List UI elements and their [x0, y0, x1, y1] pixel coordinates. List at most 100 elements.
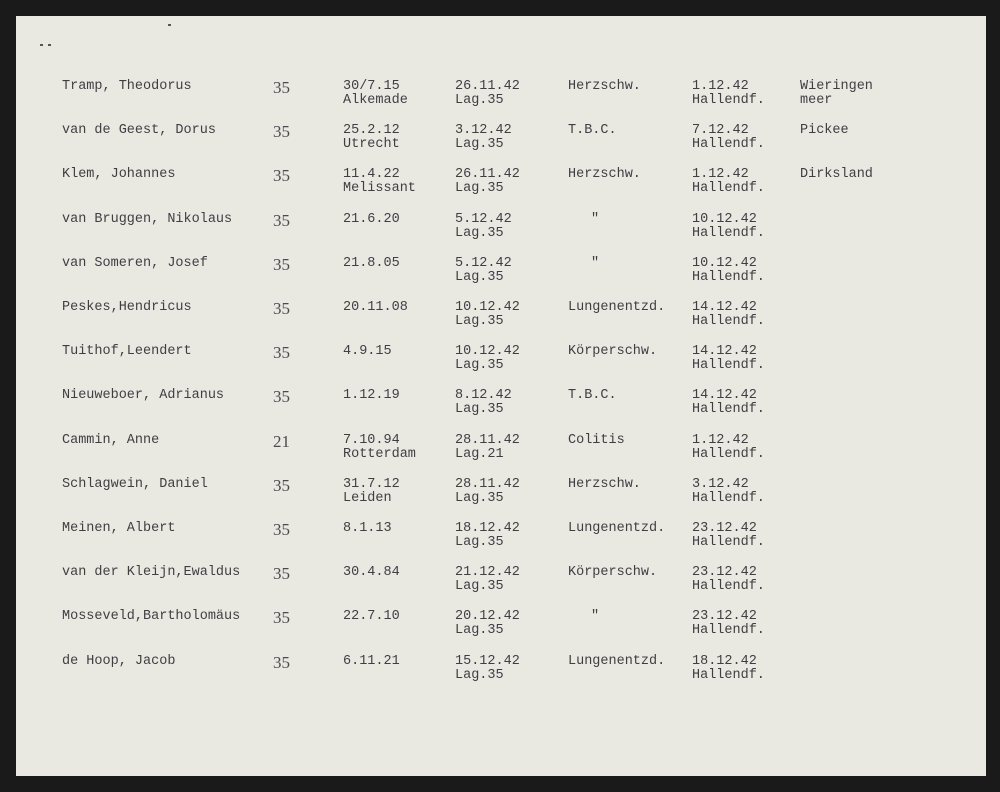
name: Klem, Johannes	[62, 167, 176, 183]
record-row: Meinen, Albert 35 8.1.13 18.12.42 Lag.35 Lung…	[16, 520, 986, 566]
cell-age: 35	[273, 475, 290, 495]
cell-admitted: 8.12.42 Lag.35	[455, 389, 512, 417]
cell-name: Nieuweboer, Adrianus	[62, 389, 224, 403]
cell-died: 23.12.42 Hallendf.	[692, 610, 765, 638]
cell-born: 21.8.05	[343, 256, 400, 271]
born: 11.4.22	[343, 167, 400, 183]
born-place: Melissant	[343, 181, 416, 197]
admitted: 28.11.42	[455, 432, 520, 448]
record-row: Tramp, Theodorus 35 30/7.15 Alkemade 26.11.4…	[16, 79, 986, 124]
record-row: Cammin, Anne 21 7.10.94 Rotterdam 28.11.42 La…	[16, 431, 986, 478]
died-place: Hallendf.	[692, 358, 765, 374]
cause: Lungenentzd.	[568, 653, 666, 669]
died: 1.12.42	[692, 432, 749, 448]
age: 21	[273, 431, 290, 451]
born: 7.10.94	[343, 432, 400, 448]
cell-admitted: 15.12.42 Lag.35	[455, 654, 520, 683]
born: 30/7.15	[343, 79, 400, 94]
record-row: van de Geest, Dorus 35 25.2.12 Utrecht 3.12.…	[16, 123, 986, 168]
admitted: 18.12.42	[455, 521, 520, 536]
name: Tuithof,Leendert	[62, 344, 192, 360]
camp: Lag.35	[455, 225, 504, 241]
camp: Lag.35	[455, 314, 504, 329]
age: 35	[273, 608, 290, 628]
cell-died: 10.12.42 Hallendf.	[692, 256, 765, 285]
ink-speck	[168, 24, 171, 26]
cell-name: van Someren, Josef	[62, 256, 208, 271]
cell-cause: T.B.C.	[568, 124, 617, 138]
cell-cause: Körperschw.	[568, 345, 657, 359]
cell-died: 1.12.42 Hallendf.	[692, 168, 765, 196]
died-place: Hallendf.	[692, 93, 765, 108]
cell-name: Peskes,Hendricus	[62, 301, 192, 315]
camp: Lag.35	[455, 269, 504, 285]
camp: Lag.35	[455, 402, 504, 418]
died: 14.12.42	[692, 344, 757, 360]
age: 35	[273, 652, 290, 672]
admitted: 21.12.42	[455, 565, 520, 581]
cell-died: 1.12.42 Hallendf.	[692, 80, 765, 108]
died: 10.12.42	[692, 211, 757, 227]
cell-age: 21	[273, 431, 290, 451]
cell-cause: Lungenentzd.	[568, 653, 666, 669]
age: 35	[273, 343, 290, 363]
camp: Lag.35	[455, 181, 504, 197]
document-page: Tramp, Theodorus 35 30/7.15 Alkemade 26.11.4…	[16, 16, 986, 776]
camp: Lag.35	[455, 667, 504, 683]
cause: T.B.C.	[568, 388, 617, 404]
age: 35	[273, 520, 290, 539]
born: 25.2.12	[343, 123, 400, 139]
born: 30.4.84	[343, 565, 400, 581]
cell-name: Tramp, Theodorus	[62, 80, 192, 94]
born: 22.7.10	[343, 609, 400, 625]
camp: Lag.35	[455, 93, 504, 108]
cell-born: 1.12.19	[343, 389, 400, 403]
cause: "	[591, 255, 600, 271]
died-place: Hallendf.	[692, 402, 765, 418]
cause: "	[591, 211, 600, 227]
cell-admitted: 5.12.42 Lag.35	[455, 256, 512, 285]
cell-cause: Herzschw.	[568, 476, 641, 492]
cell-age: 35	[273, 79, 290, 96]
camp: Lag.35	[455, 623, 504, 639]
cell-died: 23.12.42 Hallendf.	[692, 522, 765, 550]
camp: Lag.35	[455, 137, 504, 153]
cell-cause: "	[591, 610, 599, 624]
cell-born: 31.7.12 Leiden	[343, 477, 400, 506]
admitted: 26.11.42	[455, 79, 520, 94]
died-place: Hallendf.	[692, 314, 765, 329]
age: 35	[273, 475, 290, 495]
died: 14.12.42	[692, 300, 757, 315]
born: 20.11.08	[343, 300, 408, 315]
cell-cause: Colitis	[568, 433, 625, 448]
cell-age: 35	[273, 343, 290, 363]
origin: Pickee	[800, 123, 849, 139]
cell-cause: Herzschw.	[568, 168, 641, 182]
cell-age: 35	[273, 388, 290, 405]
cell-name: van Bruggen, Nikolaus	[62, 212, 232, 227]
cell-born: 30.4.84	[343, 566, 400, 580]
died-place: Hallendf.	[692, 667, 765, 683]
cell-cause: Herzschw.	[568, 80, 641, 94]
cause: Herzschw.	[568, 476, 641, 492]
cell-age: 35	[273, 212, 290, 229]
origin2: meer	[800, 93, 833, 108]
cell-admitted: 10.12.42 Lag.35	[455, 345, 520, 373]
admitted: 10.12.42	[455, 300, 520, 315]
cell-age: 35	[273, 520, 290, 539]
cell-age: 35	[273, 652, 290, 672]
cell-born: 7.10.94 Rotterdam	[343, 432, 416, 462]
died: 14.12.42	[692, 388, 757, 404]
camp: Lag.35	[455, 535, 504, 550]
admitted: 8.12.42	[455, 388, 512, 404]
died-place: Hallendf.	[692, 225, 765, 241]
cell-cause: "	[591, 211, 600, 227]
name: van der Kleijn,Ewaldus	[62, 565, 241, 581]
cell-origin: Dirksland	[800, 168, 873, 182]
cell-origin: Wieringen meer	[800, 80, 873, 108]
born-place: Utrecht	[343, 137, 400, 153]
cell-cause: T.B.C.	[568, 389, 617, 403]
record-row: Schlagwein, Daniel 35 31.7.12 Leiden 28.11.4…	[16, 475, 986, 522]
cell-born: 20.11.08	[343, 301, 408, 315]
cell-name: Meinen, Albert	[62, 522, 175, 536]
